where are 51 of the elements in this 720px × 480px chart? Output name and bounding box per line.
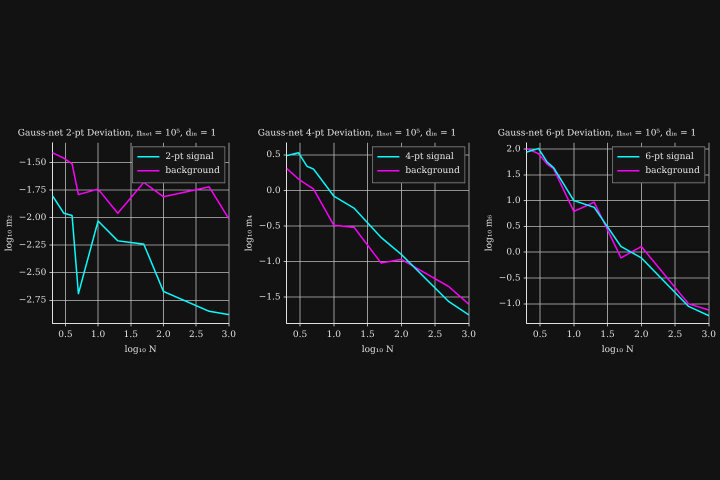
x-axis-title: log₁₀ N xyxy=(124,344,157,355)
y-tick-label: 0.0 xyxy=(266,186,281,196)
y-tick-label: −2.50 xyxy=(18,268,47,278)
y-tick-label: −2.25 xyxy=(18,240,47,251)
x-tick-label: 2.5 xyxy=(188,330,204,340)
x-tick-label: 1.0 xyxy=(326,330,342,340)
legend-label: 6-pt signal xyxy=(645,152,694,162)
y-tick-label: −1.0 xyxy=(258,256,281,267)
x-tick-label: 1.5 xyxy=(600,330,616,340)
x-tick-label: 0.5 xyxy=(292,330,308,340)
x-tick-label: 1.0 xyxy=(90,330,106,340)
y-tick-label: 0.5 xyxy=(266,150,281,160)
y-tick-label: −0.5 xyxy=(258,221,281,232)
x-tick-label: 2.0 xyxy=(634,330,649,340)
y-tick-label: −0.5 xyxy=(498,273,521,284)
legend-label: 2-pt signal xyxy=(165,152,214,162)
legend-label: 4-pt signal xyxy=(405,152,454,162)
y-axis-title: log₁₀ m₆ xyxy=(484,214,495,252)
y-tick-label: 2.0 xyxy=(506,144,521,154)
y-tick-label: −1.50 xyxy=(18,158,47,168)
y-tick-label: 1.5 xyxy=(506,170,521,180)
x-axis-title: log₁₀ N xyxy=(362,344,394,355)
x-tick-label: 3.0 xyxy=(702,330,716,340)
x-tick-label: 2.5 xyxy=(428,330,443,340)
chart-title: Gauss-net 6-pt Deviation, nₙₑₜ = 10⁵, dᵢₙ = 1 xyxy=(498,128,696,139)
y-tick-label: −2.00 xyxy=(18,213,47,224)
legend-label: background xyxy=(645,166,700,176)
legend-label: background xyxy=(405,166,460,176)
y-tick-label: 0.0 xyxy=(506,248,521,258)
x-tick-label: 3.0 xyxy=(462,330,476,340)
y-tick-label: −1.75 xyxy=(18,185,47,196)
y-tick-label: −2.75 xyxy=(18,296,47,306)
chart-title: Gauss-net 2-pt Deviation, nₙₑₜ = 10⁵, dᵢₙ = 1 xyxy=(18,128,216,139)
y-tick-label: −1.5 xyxy=(258,292,281,302)
x-axis-title: log₁₀ N xyxy=(602,344,634,355)
x-tick-label: 3.0 xyxy=(222,330,236,340)
x-tick-label: 1.5 xyxy=(124,330,138,340)
x-tick-label: 0.5 xyxy=(532,330,548,340)
y-tick-label: 0.5 xyxy=(506,222,521,232)
chart-title: Gauss-net 4-pt Deviation, nₙₑₜ = 10⁵, dᵢₙ = 1 xyxy=(258,128,456,139)
x-tick-label: 2.0 xyxy=(156,330,171,340)
y-axis-title: log₁₀ m₂ xyxy=(4,214,15,252)
x-tick-label: 1.0 xyxy=(566,330,582,340)
y-tick-label: −1.0 xyxy=(498,299,521,310)
x-tick-label: 0.5 xyxy=(58,330,73,340)
x-tick-label: 2.5 xyxy=(668,330,683,340)
x-tick-label: 2.0 xyxy=(394,330,409,340)
legend-label: background xyxy=(165,166,220,176)
x-tick-label: 1.5 xyxy=(360,330,376,340)
y-tick-label: 1.0 xyxy=(506,196,521,206)
y-axis-title: log₁₀ m₄ xyxy=(244,214,255,252)
